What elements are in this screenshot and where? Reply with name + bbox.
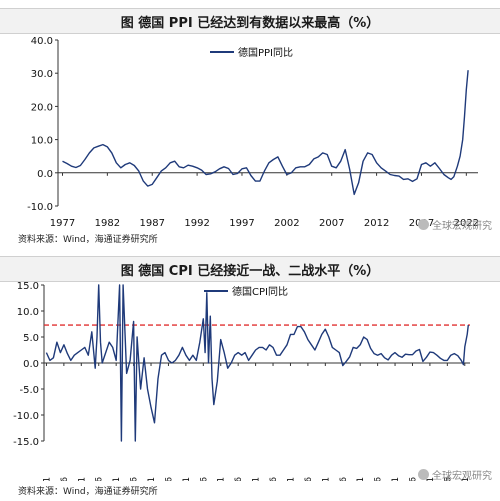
top-chart-title-bar: 图 德国 PPI 已经达到有数据以来最高（%） (0, 8, 500, 34)
ppi-y-tick-0: 40.0 (31, 36, 53, 47)
cpi-x-tick-14: 1971 (286, 477, 296, 481)
cpi-y-tick-4: -5.0 (19, 385, 39, 396)
bottom-watermark-text: 全球宏观研究 (432, 471, 492, 482)
wechat-logo-icon (418, 219, 429, 230)
cpi-x-tick-10: 1951 (217, 477, 227, 481)
cpi-x-tick-17: 1986 (339, 477, 349, 481)
cpi-y-tick-2: 5.0 (23, 333, 39, 344)
cpi-x-tick-0: 1901 (42, 477, 52, 481)
ppi-x-tick-7: 2012 (364, 218, 389, 229)
bottom-source-note: 资料来源：Wind，海通证券研究所 (18, 487, 158, 497)
cpi-x-tick-8: 1941 (182, 477, 192, 481)
cpi-x-tick-23: 2016 (443, 477, 453, 481)
ppi-y-tick-1: 30.0 (31, 69, 53, 80)
cpi-x-tick-16: 1981 (321, 477, 331, 481)
ppi-x-tick-3: 1992 (184, 218, 209, 229)
cpi-y-tick-6: -15.0 (13, 437, 39, 448)
ppi-x-tick-4: 1997 (229, 218, 254, 229)
cpi-x-tick-3: 1916 (95, 477, 105, 481)
bottom-chart-title: 图 德国 CPI 已经接近一战、二战水平（%） (120, 264, 380, 279)
cpi-x-tick-12: 1961 (252, 477, 262, 481)
cpi-y-tick-0: 15.0 (17, 281, 39, 292)
cpi-x-tick-7: 1936 (164, 477, 174, 481)
cpi-x-tick-24: 2021 (461, 477, 471, 481)
ppi-x-tick-1: 1982 (95, 218, 120, 229)
cpi-x-tick-22: 2011 (426, 477, 436, 481)
cpi-x-tick-5: 1926 (130, 477, 140, 481)
ppi-y-tick-4: 0.0 (37, 169, 53, 180)
cpi-x-tick-11: 1956 (234, 477, 244, 481)
ppi-y-tick-2: 20.0 (31, 102, 53, 113)
cpi-x-tick-4: 1921 (112, 477, 122, 481)
top-watermark: 全球宏观研究 (418, 217, 492, 232)
top-watermark-text: 全球宏观研究 (432, 221, 492, 232)
ppi-x-tick-6: 2007 (319, 218, 344, 229)
ppi-x-tick-5: 2002 (274, 218, 299, 229)
cpi-x-tick-15: 1976 (304, 477, 314, 481)
bottom-chart-title-bar: 图 德国 CPI 已经接近一战、二战水平（%） (0, 256, 500, 282)
ppi-legend-label: 德国PPI同比 (238, 46, 293, 59)
cpi-y-tick-3: 0.0 (23, 359, 39, 370)
cpi-x-tick-1: 1906 (60, 477, 70, 481)
cpi-x-tick-9: 1946 (199, 477, 209, 481)
cpi-x-tick-13: 1966 (269, 477, 279, 481)
wechat-logo-icon-2 (418, 469, 429, 480)
top-source-note: 资料来源：Wind，海通证券研究所 (18, 235, 158, 245)
cpi-x-tick-19: 1996 (374, 477, 384, 481)
cpi-x-tick-6: 1931 (147, 477, 157, 481)
ppi-y-tick-5: -10.0 (27, 202, 53, 213)
top-chart-title: 图 德国 PPI 已经达到有数据以来最高（%） (120, 16, 380, 31)
ppi-x-tick-9: 2022 (454, 218, 479, 229)
cpi-y-tick-1: 10.0 (17, 307, 39, 318)
ppi-chart: 40.0 30.0 20.0 10.0 0.0 -10.0 1977 1982 1987 1992… (27, 36, 479, 229)
cpi-x-tick-20: 2001 (391, 477, 401, 481)
cpi-chart: 15.0 10.0 5.0 0.0 -5.0 -10.0 -15.0 1901 1906 1911… (13, 281, 471, 481)
cpi-y-tick-5: -10.0 (13, 411, 39, 422)
cpi-x-tick-2: 1911 (77, 477, 87, 481)
bottom-watermark: 全球宏观研究 (418, 467, 492, 482)
ppi-series-line-0 (62, 70, 469, 196)
ppi-x-tick-0: 1977 (50, 218, 75, 229)
ppi-x-tick-2: 1987 (140, 218, 165, 229)
cpi-legend-label: 德国CPI同比 (232, 285, 288, 298)
ppi-y-tick-3: 10.0 (31, 136, 53, 147)
cpi-x-tick-21: 2006 (408, 477, 418, 481)
cpi-x-tick-18: 1991 (356, 477, 366, 481)
